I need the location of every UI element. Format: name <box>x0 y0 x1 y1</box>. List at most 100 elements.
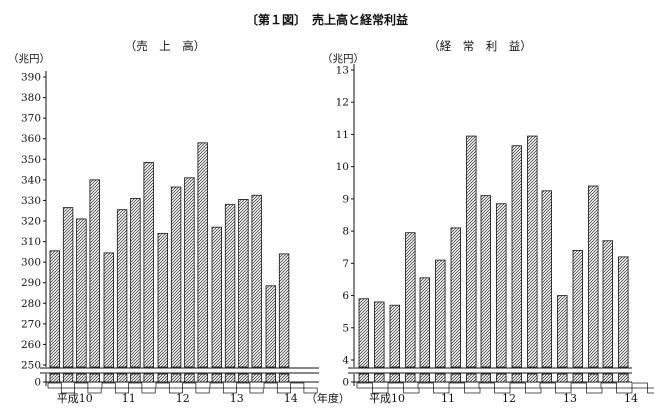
sales-bar-stub <box>197 373 208 383</box>
profit-bar-stub <box>358 373 370 383</box>
profit-bar <box>572 250 584 368</box>
profit-bar <box>496 203 507 368</box>
sales-bar <box>103 252 115 368</box>
profit-bar-stub <box>618 373 629 383</box>
sales-bar-stub <box>184 373 195 383</box>
sales-bar-stub <box>224 373 236 383</box>
profit-quarter-box <box>403 387 420 394</box>
profit-x-group-label: 12 <box>502 392 516 405</box>
profit-quarter-box <box>448 382 465 389</box>
sales-quarter-box <box>249 387 264 394</box>
sales-bar <box>184 177 195 368</box>
sales-y-tick-label: 390 <box>21 72 41 84</box>
profit-x-group-label: 14 <box>624 392 638 405</box>
sales-quarter-box <box>195 387 210 394</box>
sales-bar-stub <box>251 373 262 383</box>
sales-y-tick-label: 370 <box>21 113 41 125</box>
profit-quarter-box <box>494 387 511 394</box>
figure-title: 〔第１図〕 売上高と経常利益 <box>246 12 408 27</box>
profit-bar <box>602 240 614 368</box>
sales-y-tick-label: 300 <box>21 257 41 269</box>
sales-quarter-box <box>209 382 224 389</box>
sales-y-tick-label: 290 <box>21 277 41 289</box>
sales-bar <box>251 194 262 368</box>
profit-bar-stub <box>602 373 614 383</box>
profit-bar-stub <box>389 373 401 383</box>
sales-bar <box>278 253 290 368</box>
profit-quarter-box <box>555 387 572 394</box>
sales-x-group-label: 11 <box>122 392 136 405</box>
profit-y-tick-label: 10 <box>336 161 349 173</box>
profit-bar-stub <box>572 373 584 383</box>
profit-bar <box>480 195 492 368</box>
sales-bar-stub <box>49 373 61 383</box>
profit-y-tick-label: 11 <box>336 129 349 141</box>
profit-chart: （経 常 利 益） （兆円） 13 12 11 10 9 8 7 6 5 4 0 平成10 11 12 13… <box>322 39 654 405</box>
sales-bar <box>89 179 100 368</box>
sales-bar <box>211 226 223 368</box>
profit-quarter-box <box>433 387 450 394</box>
profit-bar-stub <box>466 373 477 383</box>
sales-quarter-box <box>101 382 116 389</box>
sales-bar <box>224 204 236 368</box>
sales-quarter-box <box>60 387 75 394</box>
sales-quarter-box <box>263 382 278 389</box>
profit-bar-stub <box>541 373 553 383</box>
profit-y-tick-label: 7 <box>342 258 349 270</box>
sales-y-tick-label: 340 <box>21 174 41 186</box>
sales-y-tick-label: 380 <box>21 92 41 104</box>
profit-x-group-label: （年度） <box>650 391 654 405</box>
profit-quarter-box <box>509 382 526 389</box>
profit-bar <box>419 277 431 368</box>
sales-y-unit-label: （兆円） <box>8 53 50 65</box>
sales-bar <box>197 142 208 368</box>
profit-bar <box>450 227 462 368</box>
sales-bar-stub <box>116 373 128 383</box>
profit-quarter-box <box>616 387 633 394</box>
profit-quarter-box <box>539 382 556 389</box>
sales-x-group-label: （年度） <box>306 391 350 405</box>
profit-y-tick-label: 12 <box>336 97 349 109</box>
sales-y-tick-label: 350 <box>21 154 41 166</box>
sales-y-tick-label: 0 <box>34 377 41 389</box>
sales-y-tick-label: 320 <box>21 216 41 228</box>
profit-y-unit-label: （兆円） <box>322 53 364 65</box>
sales-bar-stub <box>143 373 154 383</box>
sales-bar <box>76 218 87 368</box>
sales-axis-break-gap <box>40 367 319 374</box>
profit-quarter-box <box>525 387 542 394</box>
sales-x-group-label: 12 <box>176 392 190 405</box>
sales-bar-stub <box>62 373 74 383</box>
profit-bar-stub <box>419 373 431 383</box>
sales-bar-stub <box>170 373 182 383</box>
profit-bar-stub <box>527 373 538 383</box>
profit-x-group-label: 11 <box>441 392 455 405</box>
profit-bar-stub <box>496 373 507 383</box>
profit-x-group-label: 13 <box>563 392 577 405</box>
sales-quarter-box <box>128 382 143 389</box>
profit-y-tick-label: 6 <box>342 290 349 302</box>
profit-axis-break-gap <box>348 367 632 374</box>
sales-y-tick-label: 310 <box>21 236 41 248</box>
profit-bar-stub <box>480 373 492 383</box>
sales-bar-stub <box>238 373 249 383</box>
profit-bar <box>374 301 385 368</box>
profit-quarter-box <box>631 382 648 389</box>
sales-bar <box>116 209 128 368</box>
sales-bar <box>130 197 141 368</box>
sales-y-tick-label: 280 <box>21 298 41 310</box>
profit-quarter-box <box>600 382 617 389</box>
sales-y-tick-label: 270 <box>21 318 41 330</box>
sales-y-tick-label: 330 <box>21 195 41 207</box>
profit-bar <box>557 295 568 368</box>
profit-quarter-box <box>356 382 373 389</box>
sales-bar <box>143 161 154 368</box>
sales-y-tick-label: 260 <box>21 339 41 351</box>
profit-bar <box>389 304 401 368</box>
profit-bar <box>527 135 538 368</box>
profit-bar-stub <box>450 373 462 383</box>
profit-y-tick-label: 9 <box>342 193 349 205</box>
profit-quarter-box <box>417 382 434 389</box>
profit-y-tick-label: 0 <box>342 377 349 389</box>
